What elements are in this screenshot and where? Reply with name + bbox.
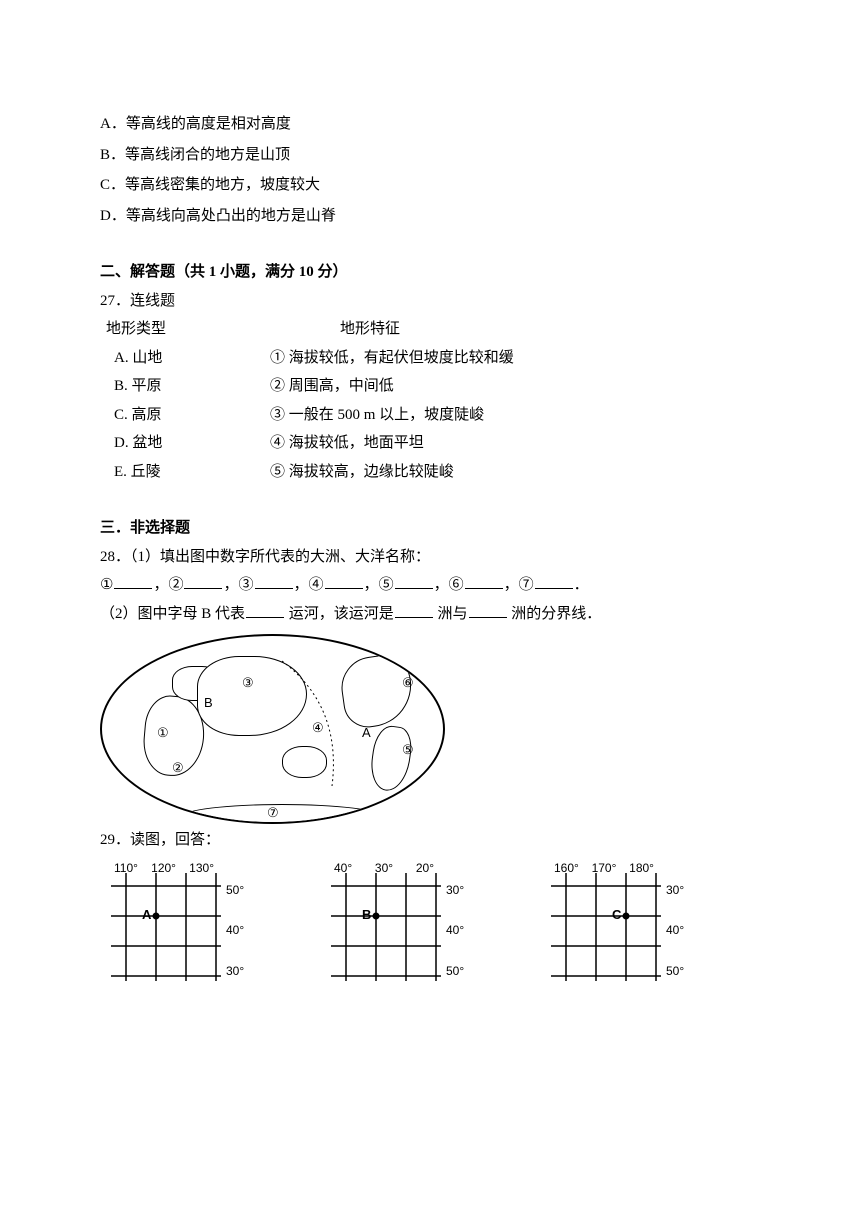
coordinate-grid: 110°120°130°50°40°30°A [106,861,276,981]
grid-lat-label: 50° [226,879,244,902]
q28-l3-a: （2）图中字母 B 代表 [100,606,245,622]
q28-l3-d: 洲的分界线． [511,606,601,622]
q27-type: C. 高原 [100,401,270,430]
q27-feature: ② 周围高，中间低 [270,372,760,401]
q29-number: 29．读图，回答： [100,826,760,855]
q28-blank [114,571,152,589]
coordinate-grid: 40°30°20°30°40°50°B [326,861,496,981]
q28-line3: （2）图中字母 B 代表 运河，该运河是 洲与 洲的分界线． [100,600,760,629]
q28-marker: ⑤ [379,577,394,593]
grid-lat-label: 40° [226,919,244,942]
q28-blank [184,571,222,589]
q29-grids: 110°120°130°50°40°30°A40°30°20°30°40°50°… [106,861,760,981]
grid-svg [106,861,226,981]
world-map: ① ② B ③ ④ A ⑤ ⑥ ⑦ [100,634,445,824]
q28-blank [255,571,293,589]
q27-feature: ① 海拔较低，有起伏但坡度比较和缓 [270,344,760,373]
grid-lat-label: 30° [226,960,244,983]
grid-right-labels: 50° 40° 30° [226,879,244,983]
q28-blank [535,571,573,589]
grid-lat-label: 30° [666,879,684,902]
q28-blank [395,571,433,589]
separator: ， [504,577,519,593]
map-label-2: ② [172,756,184,781]
section-2-header: 二、解答题（共 1 小题，满分 10 分） [100,258,760,287]
q28-blanks-line: ①，②，③，④，⑤，⑥，⑦． [100,571,760,600]
q28-blank [465,571,503,589]
q27-row: A. 山地① 海拔较低，有起伏但坡度比较和缓 [100,344,760,373]
option-c: C．等高线密集的地方，坡度较大 [100,171,760,200]
map-label-a: A [362,721,371,746]
q27-type: E. 丘陵 [100,458,270,487]
option-b: B．等高线闭合的地方是山顶 [100,141,760,170]
section-3-header: 三．非选择题 [100,514,760,543]
q27-type: A. 山地 [100,344,270,373]
grid-point-label: B [362,903,371,928]
grid-point-label: C [612,903,621,928]
map-label-7: ⑦ [267,801,279,824]
map-label-4: ④ [312,716,324,741]
q27-table: A. 山地① 海拔较低，有起伏但坡度比较和缓B. 平原② 周围高，中间低C. 高… [100,344,760,487]
grid-point-label: A [142,903,151,928]
separator: ， [434,577,449,593]
q27-feature: ③ 一般在 500 m 以上，坡度陡峻 [270,401,760,430]
period: ． [574,577,589,593]
q28-marker: ⑦ [519,577,534,593]
separator: ， [294,577,309,593]
separator: ， [153,577,168,593]
q27-number: 27．连线题 [100,287,760,316]
q27-feature: ⑤ 海拔较高，边缘比较陡峻 [270,458,760,487]
grid-svg [546,861,666,981]
q27-feature: ④ 海拔较低，地面平坦 [270,429,760,458]
blank-canal [246,600,284,618]
q28-marker: ② [168,577,183,593]
q27-left-header: 地形类型 [100,315,270,344]
option-a: A．等高线的高度是相对高度 [100,110,760,139]
map-label-1: ① [157,721,169,746]
q28-marker: ⑥ [449,577,464,593]
grid-right-labels: 30° 40° 50° [446,879,464,983]
grid-lat-label: 30° [446,879,464,902]
q27-row: B. 平原② 周围高，中间低 [100,372,760,401]
q27-row: D. 盆地④ 海拔较低，地面平坦 [100,429,760,458]
grid-svg [326,861,446,981]
separator: ， [223,577,238,593]
map-label-3: ③ [242,671,254,696]
map-label-6: ⑥ [402,671,414,696]
q28-l3-c: 洲与 [438,606,468,622]
coordinate-grid: 160°170°180°30°40°50°C [546,861,716,981]
blank-continent-2 [469,600,507,618]
grid-lat-label: 50° [446,960,464,983]
grid-lat-label: 40° [446,919,464,942]
grid-right-labels: 30° 40° 50° [666,879,684,983]
grid-lat-label: 50° [666,960,684,983]
map-label-b: B [204,691,213,716]
q28-l3-b: 运河，该运河是 [289,606,394,622]
q28-marker: ① [100,577,113,593]
map-label-5: ⑤ [402,738,414,763]
q28-marker: ④ [309,577,324,593]
q27-row: E. 丘陵⑤ 海拔较高，边缘比较陡峻 [100,458,760,487]
option-d: D．等高线向高处凸出的地方是山脊 [100,202,760,231]
separator: ， [364,577,379,593]
q28-blank [325,571,363,589]
q27-row: C. 高原③ 一般在 500 m 以上，坡度陡峻 [100,401,760,430]
q28-marker: ③ [239,577,254,593]
map-dotted-arc [102,636,445,824]
q27-right-header: 地形特征 [270,315,760,344]
q28-line1: 28．（1）填出图中数字所代表的大洲、大洋名称： [100,543,760,572]
blank-continent-1 [395,600,433,618]
q27-type: D. 盆地 [100,429,270,458]
q27-type: B. 平原 [100,372,270,401]
grid-lat-label: 40° [666,919,684,942]
